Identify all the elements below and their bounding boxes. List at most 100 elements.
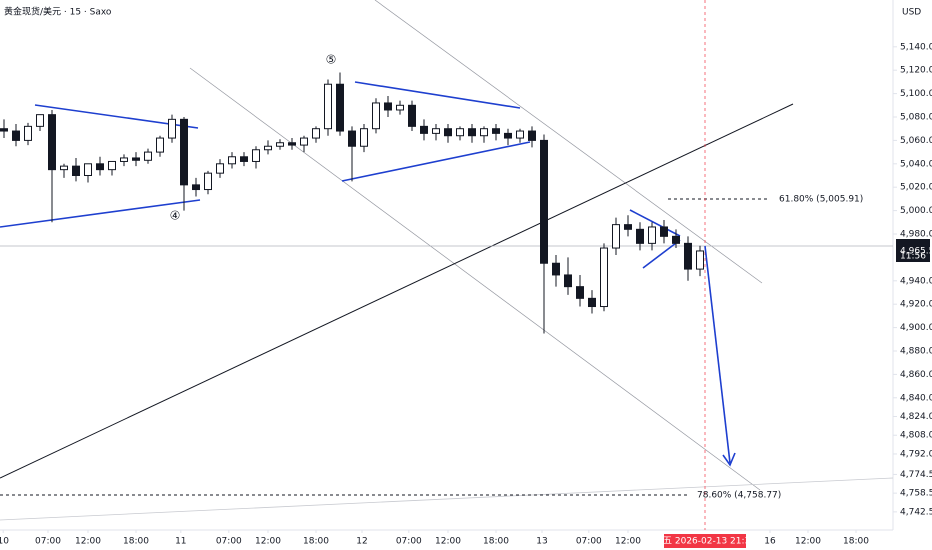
y-tick-label: 5,020.00	[900, 183, 932, 193]
y-tick-label: 4,792.00	[900, 449, 932, 459]
candle-body	[492, 128, 500, 134]
channel-line	[189, 67, 761, 491]
candle-body	[624, 224, 632, 230]
x-tick-label: 13	[536, 537, 547, 547]
candle-body	[24, 125, 32, 141]
candle-body	[108, 160, 116, 171]
candle-body	[576, 286, 584, 299]
y-tick-label: 4,980.00	[900, 229, 932, 239]
candle-body	[216, 163, 224, 174]
y-tick-label: 4,742.50	[900, 507, 932, 517]
y-tick-label: 4,940.00	[900, 276, 932, 286]
x-tick-label: 11	[175, 537, 186, 547]
y-tick-label: 5,000.00	[900, 206, 932, 216]
candle-body	[648, 226, 656, 244]
triangle-patterns	[0, 81, 731, 464]
cursor-badge	[664, 534, 746, 548]
x-tick-label: 07:00	[216, 537, 242, 547]
candles	[0, 72, 704, 334]
x-tick-label: 16	[764, 537, 776, 547]
candle-body	[72, 165, 80, 176]
candle-body	[516, 130, 524, 139]
candle-body	[444, 128, 452, 137]
y-tick-label: 5,100.00	[900, 89, 932, 99]
x-tick-label: 07:00	[576, 537, 602, 547]
candle-body	[360, 128, 368, 147]
candle-body	[228, 156, 236, 165]
candle-body	[276, 142, 284, 147]
candle-body	[384, 102, 392, 111]
wave-label: ④	[170, 209, 181, 223]
cursor-date: 週五 2026-02-13 21:30	[654, 536, 756, 547]
candle-body	[12, 130, 20, 141]
candle-body	[168, 118, 176, 139]
candle-body	[288, 142, 296, 146]
y-tick-label: 5,060.00	[900, 136, 932, 146]
y-tick-label: 4,808.00	[900, 431, 932, 441]
currency-label: USD	[902, 8, 921, 18]
fib-label: 61.80% (5,005.91)	[779, 195, 863, 205]
candle-body	[552, 262, 560, 276]
candle-body	[696, 250, 704, 270]
candle-body	[144, 151, 152, 161]
candle-body	[420, 125, 428, 134]
candle-body	[324, 83, 332, 130]
candle-body	[684, 242, 692, 270]
candle-body	[540, 139, 548, 264]
candle-body	[432, 128, 440, 134]
x-tick-label: 10	[0, 537, 9, 547]
candle-body	[180, 118, 188, 186]
x-tick-label: 18:00	[843, 537, 869, 547]
chart-title: 黄金现货/美元 · 15 · Saxo	[4, 6, 112, 18]
candle-body	[48, 114, 56, 171]
candle-body	[336, 83, 344, 132]
candle-body	[528, 130, 536, 141]
y-tick-label: 5,040.00	[900, 159, 932, 169]
candle-body	[36, 114, 44, 127]
candle-body	[252, 149, 260, 162]
candle-body	[396, 104, 404, 111]
x-tick-label: 12:00	[255, 537, 281, 547]
candle-body	[240, 156, 248, 162]
candle-body	[132, 157, 140, 161]
candle-body	[156, 137, 164, 153]
candle-body	[600, 247, 608, 308]
channel-line	[374, 0, 763, 284]
candle-body	[588, 297, 596, 308]
y-tick-label: 4,758.50	[900, 489, 932, 499]
trend-line	[0, 103, 794, 479]
current-price-label: 4,965.50	[900, 246, 932, 256]
candle-body	[0, 128, 8, 132]
candle-body	[456, 128, 464, 137]
x-tick-label: 07:00	[396, 537, 422, 547]
y-tick-label: 4,774.50	[900, 470, 932, 480]
y-tick-label: 5,120.00	[900, 66, 932, 76]
candle-body	[672, 235, 680, 244]
x-tick-label: 12	[356, 537, 367, 547]
y-tick-label: 4,900.00	[900, 323, 932, 333]
candle-body	[60, 165, 68, 171]
y-tick-label: 4,920.00	[900, 300, 932, 310]
candle-body	[84, 163, 92, 176]
x-tick-label: 12:00	[435, 537, 461, 547]
candle-body	[636, 228, 644, 244]
x-tick-label: 12:00	[795, 537, 821, 547]
y-tick-label: 4,880.00	[900, 346, 932, 356]
x-tick-label: 07:00	[35, 537, 61, 547]
y-tick-label: 4,840.00	[900, 393, 932, 403]
candle-body	[408, 104, 416, 127]
candle-body	[300, 137, 308, 146]
candle-body	[348, 130, 356, 147]
candle-body	[468, 128, 476, 137]
x-tick-label: 12:00	[615, 537, 641, 547]
candle-body	[564, 274, 572, 288]
candle-body	[96, 163, 104, 171]
support-line	[0, 477, 894, 521]
arrow-head	[722, 452, 736, 467]
y-tick-label: 5,140.00	[900, 42, 932, 52]
x-tick-label: 18:00	[483, 537, 509, 547]
y-tick-label: 4,824.00	[900, 412, 932, 422]
candle-body	[312, 128, 320, 139]
